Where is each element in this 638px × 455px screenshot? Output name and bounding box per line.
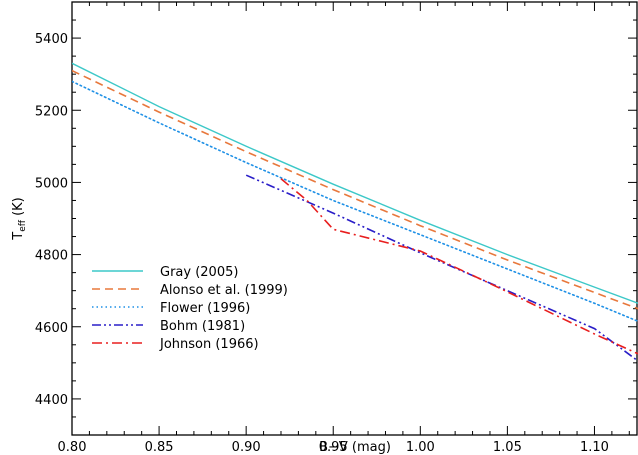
legend-label-1: Alonso et al. (1999): [160, 283, 288, 298]
series-line-3: [245, 174, 638, 362]
series-line-4: [280, 178, 638, 355]
legend-label-3: Bohm (1981): [160, 319, 245, 334]
x-tick-label: 1.10: [580, 440, 609, 455]
y-tick-label: 5200: [35, 104, 68, 119]
x-tick-label: 0.80: [58, 440, 87, 455]
legend-label-0: Gray (2005): [160, 265, 238, 280]
y-tick-label: 4400: [35, 393, 68, 408]
y-axis-title: Teff (K): [11, 197, 28, 241]
y-tick-label: 4800: [35, 249, 68, 264]
x-tick-label: 1.00: [406, 440, 435, 455]
y-tick-label: 4600: [35, 321, 68, 336]
series-line-2: [72, 80, 638, 323]
y-axis-title-unit: (K): [11, 197, 26, 220]
y-tick-label: 5000: [35, 176, 68, 191]
series-layer: [72, 62, 638, 362]
y-tick-label: 5400: [35, 32, 68, 47]
x-tick-label: 0.90: [232, 440, 261, 455]
x-axis: 0.80 0.85 0.90 0.95 1.00 1.05 1.10: [58, 2, 630, 455]
plot-frame: [71, 1, 638, 436]
legend-label-2: Flower (1996): [160, 301, 250, 316]
y-axis: 4400 4600 4800 5000 5200 5400: [35, 1, 637, 436]
x-tick-label: 1.05: [493, 440, 522, 455]
x-axis-title: B−V (mag): [319, 440, 391, 455]
axes-frame: [71, 1, 638, 436]
x-tick-label: 0.95: [319, 440, 348, 455]
series-line-1: [72, 69, 638, 310]
series-line-0: [72, 62, 638, 304]
legend-label-4: Johnson (1966): [159, 337, 259, 352]
y-axis-title-sub: eff: [18, 219, 28, 232]
legend: Gray (2005) Alonso et al. (1999) Flower (1…: [92, 265, 288, 352]
y-axis-title-main: T: [11, 232, 26, 241]
x-tick-label: 0.85: [145, 440, 174, 455]
